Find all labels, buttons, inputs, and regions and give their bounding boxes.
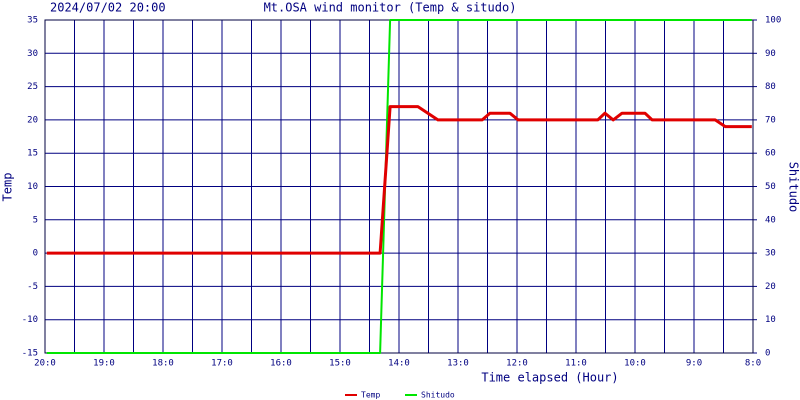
y-tick-label: 25: [27, 82, 38, 92]
legend-label: Temp: [361, 391, 380, 400]
x-tick-label: 18:0: [152, 359, 174, 369]
y-tick-label: 5: [33, 215, 38, 225]
y2-tick-label: 70: [765, 115, 776, 125]
chart-title: Mt.OSA wind monitor (Temp & situdo): [264, 1, 517, 15]
x-tick-label: 8:0: [745, 359, 761, 369]
y2-tick-label: 80: [765, 82, 776, 92]
x-tick-label: 15:0: [329, 359, 351, 369]
y-tick-label: 15: [27, 149, 38, 159]
y2-tick-label: 60: [765, 149, 776, 159]
x-tick-label: 17:0: [211, 359, 233, 369]
y2-axis-label: Shitudo: [787, 162, 800, 213]
chart-date: 2024/07/02 20:00: [50, 1, 166, 15]
series-line: [46, 105, 752, 255]
x-tick-label: 13:0: [447, 359, 469, 369]
x-tick-label: 19:0: [93, 359, 115, 369]
y2-tick-label: 30: [765, 249, 776, 259]
y2-tick-label: 50: [765, 182, 776, 192]
x-tick-label: 16:0: [270, 359, 292, 369]
x-tick-label: 11:0: [565, 359, 587, 369]
y2-tick-label: 0: [765, 349, 770, 359]
x-tick-label: 14:0: [388, 359, 410, 369]
x-tick-label: 10:0: [624, 359, 646, 369]
x-tick-label: 9:0: [686, 359, 702, 369]
y2-tick-label: 40: [765, 215, 776, 225]
x-axis-label: Time elapsed (Hour): [481, 371, 618, 385]
x-tick-label: 20:0: [34, 359, 56, 369]
series-line: [46, 19, 752, 354]
y-tick-label: 30: [27, 49, 38, 59]
y-axis-label: Temp: [1, 173, 15, 202]
y-tick-label: -10: [22, 315, 38, 325]
x-tick-label: 12:0: [506, 359, 528, 369]
y-tick-label: 0: [33, 249, 38, 259]
y2-tick-label: 100: [765, 16, 781, 26]
y2-tick-label: 20: [765, 282, 776, 292]
y2-tick-label: 10: [765, 315, 776, 325]
y-tick-label: -5: [27, 282, 38, 292]
y-tick-label: 35: [27, 16, 38, 26]
y-tick-label: -15: [22, 349, 38, 359]
y-tick-label: 10: [27, 182, 38, 192]
legend-label: Shitudo: [421, 391, 455, 400]
y2-tick-label: 90: [765, 49, 776, 59]
y-tick-label: 20: [27, 115, 38, 125]
